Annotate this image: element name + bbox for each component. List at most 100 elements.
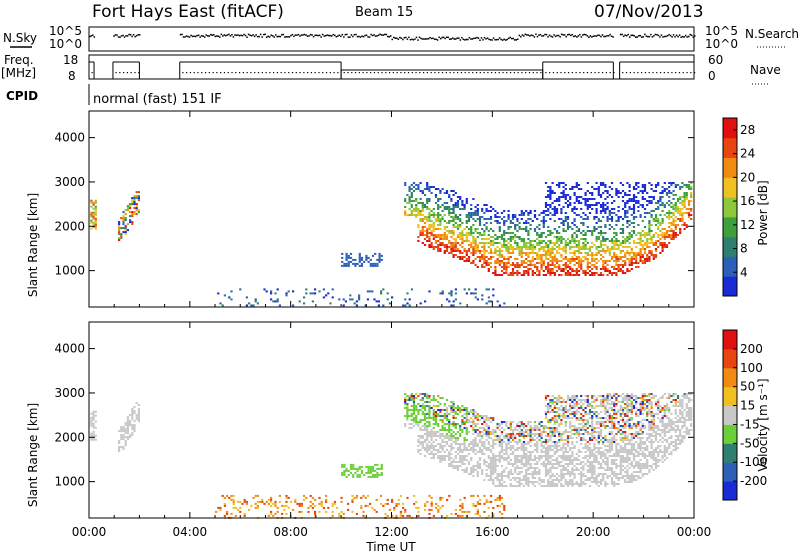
- scatter-cell: [604, 409, 606, 411]
- scatter-cell: [428, 232, 430, 234]
- scatter-cell: [569, 435, 571, 437]
- scatter-cell: [648, 260, 650, 262]
- scatter-cell: [567, 465, 569, 467]
- scatter-cell: [552, 441, 554, 443]
- scatter-cell: [578, 419, 580, 421]
- scatter-cell: [365, 259, 367, 261]
- scatter-cell: [686, 198, 688, 200]
- scatter-cell: [519, 236, 521, 238]
- scatter-cell: [538, 429, 540, 431]
- scatter-cell: [446, 226, 448, 228]
- scatter-cell: [127, 205, 129, 207]
- scatter-cell: [479, 427, 481, 429]
- scatter-cell: [593, 264, 595, 266]
- noise-point: [476, 37, 478, 39]
- noise-point: [339, 34, 341, 36]
- scatter-cell: [501, 439, 503, 441]
- scatter-cell: [556, 483, 558, 485]
- scatter-cell: [93, 208, 95, 210]
- scatter-cell: [318, 290, 320, 292]
- scatter-cell: [587, 206, 589, 208]
- scatter-cell: [558, 415, 560, 417]
- noise-point: [667, 35, 669, 37]
- scatter-cell: [534, 252, 536, 254]
- scatter-cell: [138, 199, 140, 201]
- scatter-cell: [629, 198, 631, 200]
- scatter-cell: [352, 263, 354, 265]
- scatter-cell: [578, 184, 580, 186]
- scatter-cell: [571, 222, 573, 224]
- scatter-cell: [578, 427, 580, 429]
- scatter-cell: [95, 224, 97, 226]
- scatter-cell: [125, 217, 127, 219]
- scatter-cell: [591, 463, 593, 465]
- scatter-cell: [413, 210, 415, 212]
- scatter-cell: [120, 217, 122, 219]
- scatter-cell: [472, 250, 474, 252]
- scatter-cell: [439, 457, 441, 459]
- scatter-cell: [404, 304, 406, 306]
- scatter-cell: [417, 212, 419, 214]
- scatter-cell: [567, 411, 569, 413]
- scatter-cell: [565, 467, 567, 469]
- scatter-cell: [464, 457, 466, 459]
- noise-point: [528, 34, 530, 36]
- scatter-cell: [670, 228, 672, 230]
- scatter-cell: [578, 202, 580, 204]
- scatter-cell: [406, 411, 408, 413]
- scatter-cell: [549, 455, 551, 457]
- scatter-cell: [499, 230, 501, 232]
- scatter-cell: [464, 288, 466, 290]
- scatter-cell: [563, 439, 565, 441]
- scatter-cell: [133, 424, 135, 426]
- scatter-cell: [596, 421, 598, 423]
- scatter-cell: [670, 182, 672, 184]
- scatter-cell: [593, 216, 595, 218]
- scatter-cell: [556, 401, 558, 403]
- scatter-cell: [459, 435, 461, 437]
- noise-point: [208, 35, 210, 37]
- scatter-cell: [576, 413, 578, 415]
- scatter-cell: [527, 451, 529, 453]
- colorbar-segment: [723, 177, 737, 197]
- scatter-cell: [585, 419, 587, 421]
- scatter-cell: [486, 222, 488, 224]
- noise-point: [340, 36, 342, 38]
- scatter-cell: [615, 272, 617, 274]
- scatter-cell: [591, 274, 593, 276]
- scatter-cell: [576, 268, 578, 270]
- scatter-cell: [411, 192, 413, 194]
- scatter-cell: [468, 419, 470, 421]
- scatter-cell: [648, 256, 650, 258]
- scatter-cell: [580, 260, 582, 262]
- noise-point: [127, 35, 129, 37]
- noise-point: [379, 34, 381, 36]
- scatter-cell: [631, 250, 633, 252]
- noise-point: [361, 35, 363, 37]
- scatter-cell: [556, 443, 558, 445]
- scatter-cell: [640, 248, 642, 250]
- scatter-cell: [600, 242, 602, 244]
- scatter-cell: [565, 411, 567, 413]
- scatter-cell: [120, 426, 122, 428]
- scatter-cell: [516, 467, 518, 469]
- power-cbar-label: Power [dB]: [756, 180, 770, 245]
- scatter-cell: [609, 240, 611, 242]
- noise-point: [267, 36, 269, 38]
- scatter-cell: [431, 214, 433, 216]
- scatter-cell: [618, 258, 620, 260]
- scatter-cell: [556, 429, 558, 431]
- scatter-cell: [558, 182, 560, 184]
- scatter-cell: [461, 222, 463, 224]
- scatter-cell: [483, 421, 485, 423]
- scatter-cell: [549, 483, 551, 485]
- noise-point: [133, 34, 135, 36]
- scatter-cell: [127, 420, 129, 422]
- scatter-cell: [437, 206, 439, 208]
- scatter-cell: [543, 232, 545, 234]
- scatter-cell: [574, 427, 576, 429]
- scatter-cell: [668, 200, 670, 202]
- scatter-cell: [435, 453, 437, 455]
- scatter-cell: [428, 190, 430, 192]
- scatter-cell: [558, 425, 560, 427]
